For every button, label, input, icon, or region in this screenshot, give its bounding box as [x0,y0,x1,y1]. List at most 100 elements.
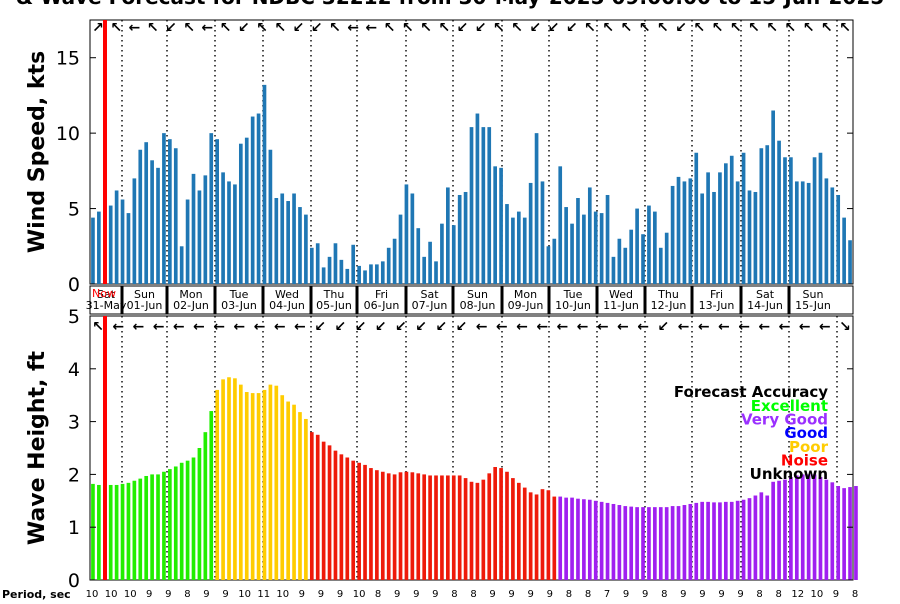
period-value: 9 [737,589,743,600]
wind-bar [357,265,361,284]
wind-bar [298,207,302,284]
y-tick-label: 1 [68,517,80,539]
wave-bar [309,432,314,580]
y-tick-label: 5 [68,199,80,221]
day-date-label: 09-Jun [508,299,544,312]
wind-y-axis-label: Wind Speed, kts [25,51,50,253]
wind-bar [238,143,243,284]
day-of-week-label: Sat [420,288,439,301]
wave-bar [191,457,196,580]
wave-bar [688,503,693,580]
wind-bar [120,199,125,284]
wind-bar [179,246,184,284]
wind-bar [741,152,746,284]
wave-bar [487,473,492,580]
wind-bar [706,172,710,284]
day-date-label: 04-Jun [269,299,305,312]
wind-bar [836,194,841,284]
wave-bar [156,474,160,580]
wind-bar [327,256,332,284]
wind-bar [824,178,829,284]
wave-bar [351,460,356,580]
wind-bar [185,199,190,284]
y-tick-label: 4 [68,359,80,381]
direction-arrow: ↖ [602,20,614,36]
wave-bar [735,500,740,580]
wind-bar [250,116,255,284]
period-value: 9 [528,589,534,600]
wave-bar [126,482,131,580]
wind-bar [765,145,770,284]
wave-bar [576,498,580,580]
direction-arrow: ↖ [839,20,851,36]
direction-arrow: ↙ [311,20,323,36]
wind-bar [203,175,208,284]
wave-y-axis-label: Wave Height, ft [25,350,50,545]
wave-bar [635,507,639,580]
wave-bar [463,478,468,580]
wind-bar [150,160,154,284]
wave-bar [670,506,675,580]
direction-arrow: ← [637,319,649,335]
wave-bar [783,479,787,580]
direction-arrow: ← [758,319,770,335]
wind-bar [558,166,563,284]
direction-arrow: ↖ [256,20,268,36]
wind-bar [700,193,705,284]
day-date-label: 01-Jun [127,299,163,312]
wind-bar [126,213,131,284]
day-of-week-label: Fri [375,288,388,301]
direction-arrow: ↙ [355,319,367,335]
direction-arrow: ↙ [657,319,669,335]
wind-bar [540,181,545,284]
wave-bar [244,392,249,580]
wind-bar [800,181,805,284]
wave-bar [534,494,539,580]
wind-bar [712,191,716,284]
wave-bar [250,393,255,580]
direction-arrow: ← [112,319,124,335]
direction-arrow: ↖ [511,20,523,36]
wind-bar [753,191,758,284]
wave-bar [451,475,456,580]
period-value: 8 [585,589,591,600]
wave-bar [848,487,852,580]
direction-arrow: ← [819,319,831,335]
wave-bar [818,477,823,580]
direction-arrow: ↖ [493,20,505,36]
wave-bar [765,495,770,580]
wave-bar [203,432,208,580]
period-value: 7 [604,589,610,600]
direction-arrow: ← [173,319,185,335]
direction-arrow: ← [678,319,690,335]
y-tick-label: 10 [56,123,80,145]
wave-bar [215,389,219,580]
wave-bar [700,501,705,580]
wave-bar [422,474,427,580]
period-value: 10 [86,589,99,600]
wind-bar [552,238,557,284]
direction-arrow: ↖ [621,20,633,36]
wind-bar [771,110,775,284]
period-value: 12 [791,589,804,600]
wave-bar [629,506,634,580]
direction-arrow: ↙ [457,20,469,36]
wave-bar [570,497,574,580]
direction-arrow: ↖ [730,20,742,36]
wave-bar [593,500,598,580]
direction-arrow: ↙ [675,20,687,36]
direction-arrow: ↖ [803,20,815,36]
wave-bar [469,481,474,580]
period-row: Period, sec 10 10 10 9 9 8 9 9 10 11 10 9 9 9 10 8 9 9 9 8 8… [2,588,858,601]
direction-arrow: ↖ [584,20,596,36]
day-date-label: 13-Jun [699,299,735,312]
wind-bar [132,178,137,284]
direction-arrow: ← [557,319,569,335]
wind-bar [351,244,356,284]
wind-bar [262,84,267,285]
wind-bar [564,207,568,284]
wave-bar [605,502,610,580]
wind-bar [605,194,610,284]
